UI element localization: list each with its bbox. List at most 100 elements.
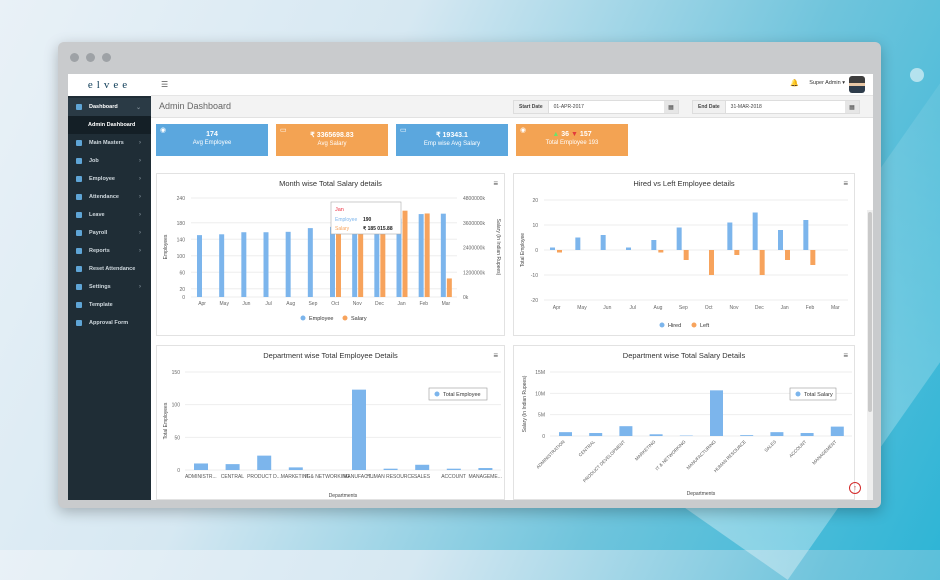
- x-tick-label: Jul: [629, 305, 635, 311]
- users-icon: ◉: [520, 126, 526, 134]
- y-tick-label: 0: [542, 434, 545, 440]
- y-tick-label: 0: [535, 248, 538, 254]
- sidebar-item[interactable]: Template: [68, 296, 151, 314]
- sidebar-item[interactable]: Dashboard⌄: [68, 98, 151, 116]
- stat-avg-salary: ▭ ₹ 3365698.83 Avg Salary: [276, 124, 388, 156]
- stat-value: 174: [156, 131, 268, 138]
- scroll-top-button[interactable]: ↑: [849, 482, 861, 494]
- y-axis-label: Salary (In Indian Rupees): [522, 375, 528, 432]
- sidebar-item[interactable]: Reset Attendance: [68, 260, 151, 278]
- y-tick-label: 100: [172, 403, 181, 409]
- bar-salary: [425, 213, 430, 297]
- users-icon: ◉: [160, 126, 166, 134]
- start-date-picker[interactable]: Start Date 01-APR-2017 ▦: [513, 100, 679, 114]
- chevron-icon: ›: [139, 158, 141, 164]
- x-tick-label: Sep: [679, 305, 688, 311]
- sidebar-item[interactable]: Admin Dashboard: [68, 116, 151, 134]
- x-tick-label: IT & NETWORKING: [654, 439, 686, 471]
- start-date-value[interactable]: 01-APR-2017: [549, 104, 664, 110]
- bar-department: [559, 432, 572, 436]
- bar-department: [478, 468, 492, 470]
- sidebar-item-icon: [76, 302, 82, 308]
- sidebar-item-icon: [76, 158, 82, 164]
- menu-toggle-icon[interactable]: ☰: [161, 80, 168, 89]
- user-menu[interactable]: Super Admin ▾: [809, 80, 845, 86]
- chart-panel-dept-employee: Department wise Total Employee Details ≡…: [156, 345, 505, 500]
- sidebar-item-icon: [76, 140, 82, 146]
- sidebar-item[interactable]: Attendance›: [68, 188, 151, 206]
- x-tick-label: Jun: [242, 301, 250, 307]
- end-date-value[interactable]: 31-MAR-2018: [726, 104, 845, 110]
- sidebar-item[interactable]: Reports›: [68, 242, 151, 260]
- x-tick-label: MANUFACTURING: [686, 439, 718, 471]
- bell-icon[interactable]: 🔔: [790, 79, 799, 87]
- stat-emp-avg-salary: ▭ ₹ 19343.1 Emp wise Avg Salary: [396, 124, 508, 156]
- stat-label: Avg Employee: [156, 140, 268, 146]
- bar-department: [352, 390, 366, 470]
- sidebar-item-icon: [76, 194, 82, 200]
- page-scrollbar[interactable]: [867, 210, 873, 500]
- calendar-icon[interactable]: ▦: [845, 101, 859, 113]
- bar-hired: [753, 213, 758, 251]
- y2-tick-label: 0k: [463, 295, 469, 301]
- sidebar-item-icon: [76, 176, 82, 182]
- bar-department: [415, 465, 429, 470]
- window-dot-minimize[interactable]: [86, 53, 95, 62]
- y-tick-label: 50: [174, 435, 180, 441]
- bar-employee: [330, 227, 335, 297]
- y-tick-label: 100: [177, 254, 186, 260]
- x-tick-label: ADMINISTR...: [185, 474, 217, 480]
- tooltip-title: Jan: [335, 207, 344, 213]
- sidebar-item-icon: [76, 230, 82, 236]
- sidebar-item-label: Admin Dashboard: [88, 122, 135, 128]
- x-axis-label: Departments: [329, 493, 358, 499]
- avatar[interactable]: [849, 76, 865, 93]
- bar-department: [384, 469, 398, 470]
- sidebar-item[interactable]: Approval Form: [68, 314, 151, 332]
- bar-department: [289, 467, 303, 470]
- window-dot-maximize[interactable]: [102, 53, 111, 62]
- sidebar-item[interactable]: Payroll›: [68, 224, 151, 242]
- end-date-picker[interactable]: End Date 31-MAR-2018 ▦: [692, 100, 860, 114]
- window-dot-close[interactable]: [70, 53, 79, 62]
- bar-left: [684, 250, 689, 260]
- scrollbar-thumb[interactable]: [868, 212, 872, 412]
- calendar-icon[interactable]: ▦: [664, 101, 678, 113]
- y2-tick-label: 4800000k: [463, 196, 485, 202]
- sidebar-item-label: Employee: [89, 176, 115, 182]
- bar-employee: [286, 232, 291, 297]
- bar-left: [760, 250, 765, 275]
- y-tick-label: 60: [179, 270, 185, 276]
- y2-axis-label: Salary (In Indian Rupees): [495, 219, 501, 276]
- sidebar-item[interactable]: Settings›: [68, 278, 151, 296]
- x-tick-label: PRODUCT D...: [247, 474, 281, 480]
- y-tick-label: -20: [531, 298, 538, 304]
- x-tick-label: HUMAN RESOURCE: [713, 439, 747, 473]
- brand-logo[interactable]: elvee: [68, 74, 151, 96]
- x-tick-label: Oct: [705, 305, 713, 311]
- y-tick-label: 180: [177, 221, 186, 227]
- y-tick-label: 10: [532, 223, 538, 229]
- bar-hired: [626, 248, 631, 251]
- sidebar-item[interactable]: Leave›: [68, 206, 151, 224]
- bar-department: [619, 426, 632, 436]
- x-tick-label: Oct: [331, 301, 339, 307]
- top-bar: ☰ 🔔 Super Admin ▾: [151, 74, 873, 96]
- sidebar-item[interactable]: Main Masters›: [68, 134, 151, 152]
- bar-employee: [352, 225, 357, 297]
- sidebar: elvee Dashboard⌄ Admin Dashboard Main Mast…: [68, 74, 151, 500]
- y-tick-label: 0: [182, 295, 185, 301]
- bar-department: [650, 434, 663, 436]
- money-icon: ▭: [400, 126, 407, 134]
- sidebar-nav: Dashboard⌄ Admin Dashboard Main Masters›Jo…: [68, 96, 151, 332]
- y-tick-label: -10: [531, 273, 538, 279]
- tooltip-label: Salary: [335, 226, 350, 232]
- legend-swatch: [435, 392, 440, 397]
- sidebar-item[interactable]: Job›: [68, 152, 151, 170]
- sidebar-item-label: Dashboard: [89, 104, 118, 110]
- sidebar-item[interactable]: Employee›: [68, 170, 151, 188]
- y-axis-label: Employees: [163, 234, 169, 259]
- x-tick-label: Mar: [831, 305, 840, 311]
